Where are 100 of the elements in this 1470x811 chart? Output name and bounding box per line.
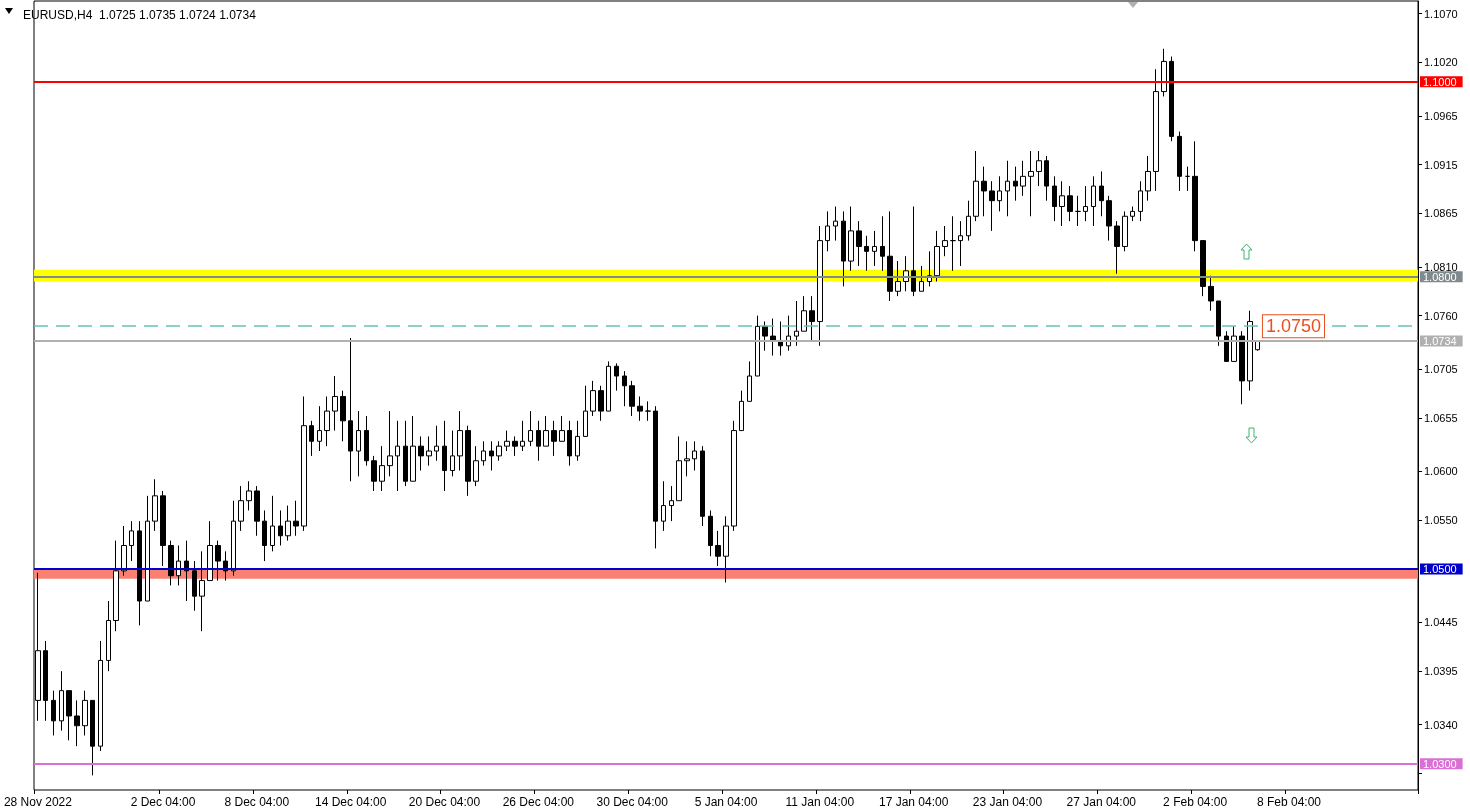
candlestick	[848, 206, 854, 272]
candlestick	[1005, 160, 1010, 217]
candlestick	[1239, 330, 1245, 405]
candlestick	[1224, 330, 1229, 362]
candlestick	[238, 485, 244, 532]
candlestick	[1161, 48, 1167, 97]
y-tick-label: 1.0395	[1424, 665, 1458, 678]
candlestick	[395, 420, 400, 492]
candlestick	[1020, 160, 1026, 197]
candlestick	[575, 420, 580, 462]
candlestick	[856, 220, 862, 267]
candlestick	[864, 235, 869, 272]
candlestick	[43, 640, 48, 722]
candlestick	[340, 390, 346, 442]
candlestick	[1114, 220, 1120, 275]
candlestick	[536, 420, 541, 462]
y-tick-label: 1.0705	[1424, 363, 1458, 376]
candlestick	[598, 385, 604, 422]
candlestick	[708, 509, 713, 557]
candlestick	[481, 440, 486, 467]
candlestick	[520, 420, 525, 452]
y-tick-label: 1.0865	[1424, 207, 1458, 220]
candlestick	[270, 495, 275, 552]
candlestick	[958, 220, 963, 267]
candlestick	[301, 395, 307, 532]
candlestick	[442, 420, 447, 492]
candlestick	[82, 690, 88, 736]
candlestick	[1177, 131, 1182, 192]
candlestick	[1044, 155, 1049, 202]
candlestick	[512, 435, 518, 457]
candlestick	[434, 425, 439, 462]
candlestick	[465, 425, 471, 497]
candlestick	[1185, 166, 1190, 192]
candlestick	[379, 445, 385, 492]
candlestick	[715, 530, 721, 567]
candlestick	[418, 435, 424, 471]
x-tick-label: 28 Nov 2022	[3, 795, 73, 809]
candlestick	[1200, 240, 1206, 297]
ref-line-label: 1.0734	[1423, 334, 1457, 347]
candlestick	[833, 206, 838, 242]
candlestick	[934, 230, 940, 283]
x-tick-label: 2 Dec 04:00	[130, 795, 196, 809]
candlestick	[207, 520, 213, 582]
candlestick	[911, 206, 916, 297]
candlestick	[309, 420, 314, 457]
y-tick-label: 1.0445	[1424, 616, 1458, 629]
candlestick	[387, 410, 393, 477]
ref-line-label: 1.0300	[1423, 757, 1457, 770]
x-tick-label: 11 Jan 04:00	[785, 795, 855, 809]
candlestick	[825, 210, 830, 252]
candlestick	[1153, 68, 1159, 192]
candlestick	[723, 515, 729, 584]
ref-line-label: 1.0500	[1423, 562, 1457, 575]
candlestick	[199, 550, 205, 632]
candlestick	[504, 430, 510, 452]
candlestick	[841, 210, 846, 287]
candlestick	[778, 320, 783, 357]
candlestick	[887, 210, 893, 302]
text: EURUSD,H4 1.0725 1.0735 1.0724 1.0734	[23, 8, 257, 22]
candlestick	[997, 175, 1002, 212]
candlestick	[817, 225, 823, 347]
candlestick	[583, 385, 588, 437]
candlestick	[324, 395, 330, 447]
candlestick	[1083, 185, 1088, 222]
x-tick-label: 5 Jan 04:00	[694, 795, 758, 809]
ref-line-label: 1.1000	[1423, 75, 1457, 88]
candlestick	[66, 690, 72, 741]
x-tick-label: 8 Dec 04:00	[224, 795, 290, 809]
candlestick	[168, 540, 174, 586]
candlestick	[246, 480, 252, 511]
candlestick	[184, 540, 189, 602]
candlestick	[106, 600, 111, 672]
candlestick	[567, 420, 572, 467]
candlestick	[1091, 175, 1096, 227]
ref-line-label: 1.0800	[1423, 270, 1457, 283]
candlestick	[356, 410, 361, 477]
candlestick	[1075, 195, 1081, 227]
candlestick	[121, 525, 127, 577]
candlestick	[973, 150, 979, 222]
candlestick	[731, 420, 737, 532]
x-tick-label: 17 Jan 04:00	[878, 795, 949, 809]
candlestick	[880, 215, 885, 272]
candlestick	[684, 440, 690, 477]
candlestick	[622, 370, 627, 407]
x-tick-label: 8 Feb 04:00	[1256, 795, 1322, 809]
candlestick	[739, 390, 744, 432]
candlestick	[755, 315, 760, 377]
candlestick	[966, 200, 971, 242]
candlestick	[895, 260, 901, 297]
x-tick-label: 2 Feb 04:00	[1163, 795, 1228, 809]
candlestick	[1059, 180, 1065, 227]
x-tick-label: 30 Dec 04:00	[596, 795, 669, 809]
candlestick	[278, 509, 283, 547]
candlestick	[473, 445, 479, 487]
candlestick	[590, 380, 596, 417]
candlestick	[59, 670, 64, 732]
candlestick	[1106, 195, 1112, 242]
candlestick	[160, 490, 166, 567]
candlestick	[989, 180, 995, 232]
candlestick	[152, 478, 158, 532]
